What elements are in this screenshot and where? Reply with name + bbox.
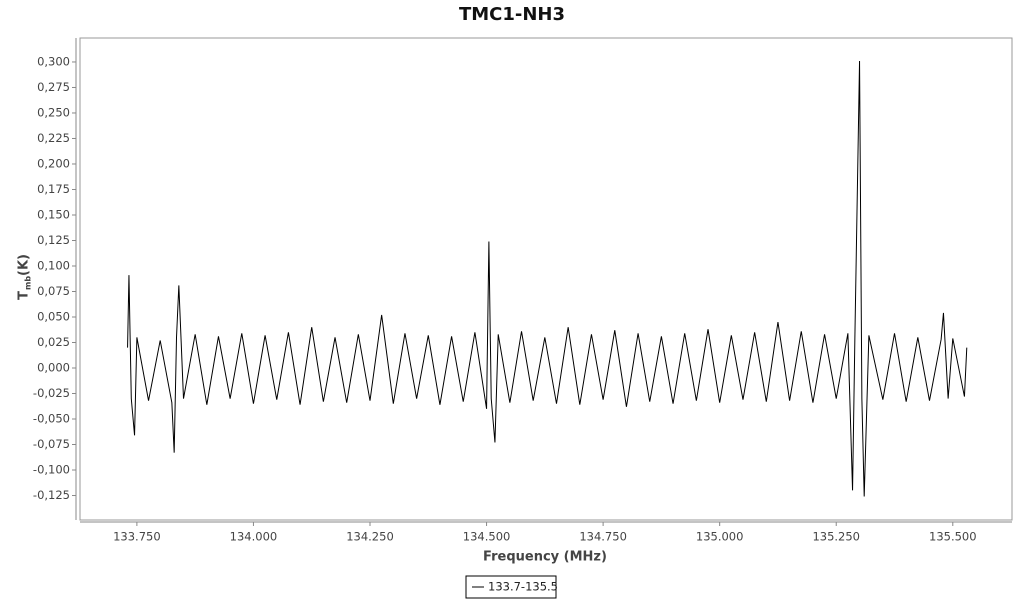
x-tick-label: 134.000	[230, 530, 278, 544]
x-tick-label: 133.750	[113, 530, 161, 544]
plot-frame	[79, 37, 1013, 521]
legend-label: 133.7-135.5	[488, 580, 558, 594]
y-label-sub: mb	[24, 276, 33, 290]
x-tick-label: 134.750	[579, 530, 627, 544]
x-tick-label: 135.250	[812, 530, 860, 544]
y-tick-label: 0,300	[37, 54, 70, 68]
y-tick-label: 0,000	[37, 361, 70, 375]
y-tick-label: -0,075	[33, 437, 70, 451]
x-tick-label: 135.000	[696, 530, 744, 544]
x-axis-label: Frequency (MHz)	[483, 550, 607, 565]
y-tick-label: 0,150	[37, 207, 70, 221]
y-tick-label: 0,075	[37, 284, 70, 298]
y-label-unit: (K)	[17, 254, 32, 276]
x-tick-label: 134.250	[346, 530, 394, 544]
y-label-main: T	[17, 291, 32, 300]
y-tick-label: -0,125	[33, 488, 70, 502]
chart-title: TMC1-NH3	[459, 4, 565, 25]
spectrum-line	[127, 60, 968, 497]
y-tick-label: 0,275	[37, 80, 70, 94]
y-tick-label: 0,025	[37, 335, 70, 349]
x-tick-label: 134.500	[463, 530, 511, 544]
y-tick-label: 0,200	[37, 156, 70, 170]
y-tick-label: 0,175	[37, 182, 70, 196]
y-axis-label: T mb (K)	[17, 254, 33, 300]
y-tick-label: 0,100	[37, 258, 70, 272]
x-tick-label: 135.500	[929, 530, 977, 544]
y-tick-label: -0,025	[33, 386, 70, 400]
legend	[465, 575, 557, 599]
y-tick-label: 0,225	[37, 131, 70, 145]
y-tick-label: 0,250	[37, 105, 70, 119]
y-tick-label: 0,125	[37, 233, 70, 247]
y-tick-label: -0,100	[33, 463, 70, 477]
y-tick-label: -0,050	[33, 412, 70, 426]
y-tick-label: 0,050	[37, 309, 70, 323]
